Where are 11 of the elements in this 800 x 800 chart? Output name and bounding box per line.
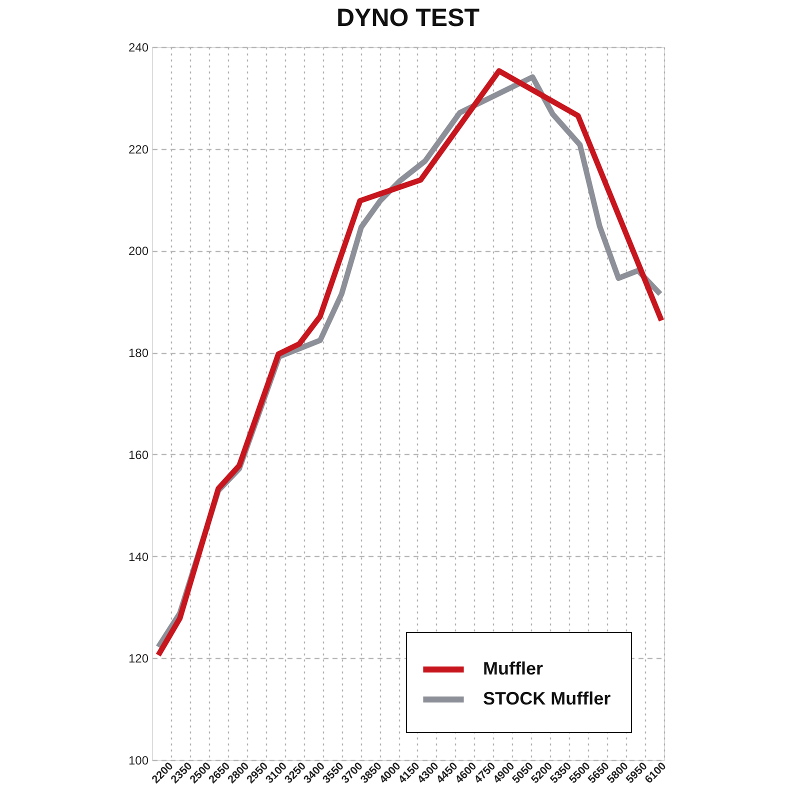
chart-title: DYNO TEST — [336, 4, 480, 32]
y-tick-label: 140 — [128, 550, 149, 564]
y-tick-label: 120 — [128, 652, 149, 666]
y-tick-label: 180 — [128, 346, 149, 360]
y-tick-label: 220 — [128, 142, 149, 156]
y-tick-label: 100 — [128, 754, 149, 768]
y-tick-label: 240 — [128, 40, 149, 54]
y-tick-label: 160 — [128, 448, 149, 462]
legend-label: STOCK Muffler — [483, 688, 611, 708]
y-tick-label: 200 — [128, 244, 149, 258]
legend-label: Muffler — [483, 658, 543, 678]
